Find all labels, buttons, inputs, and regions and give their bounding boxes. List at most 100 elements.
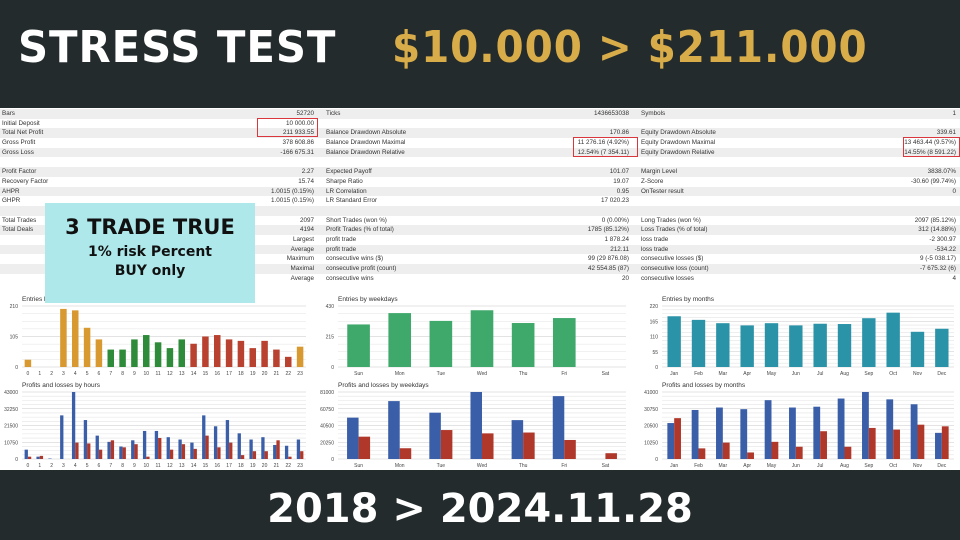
y-tick-label: 110 [650,335,658,341]
stat-value: 15.74 [298,177,314,185]
bar [122,447,126,459]
stat-value: Average [290,245,314,253]
bar [249,348,257,367]
stat-label: loss trade [641,235,669,243]
bar [764,400,772,459]
highlight-box-balance-drawdown [573,137,638,157]
stat-value: 0.95 [616,187,629,195]
bar [837,324,852,367]
x-tick-label: Fri [561,371,567,377]
bar [358,436,371,459]
stat-value: 101.07 [609,168,629,176]
bar [844,446,852,459]
bar [862,318,876,367]
bar [39,455,44,459]
bar [237,340,245,367]
stat-label: Z-Score [641,177,664,185]
x-tick-label: 21 [274,371,280,377]
x-tick-label: 4 [74,463,77,469]
stat-label: OnTester result [641,187,684,195]
stat-label [0,157,255,167]
x-tick-label: 14 [191,371,197,377]
bar [722,442,730,459]
bar [917,424,925,459]
x-tick-label: 12 [167,463,173,469]
stat-label: Short Trades (won %) [326,216,387,224]
stats-row: Initial Deposit 10 000.00 [0,119,960,129]
y-tick-label: 215 [326,335,335,341]
bar [107,441,111,459]
bar [886,312,900,367]
x-tick-label: Feb [694,463,703,469]
stat-label: Profit Factor [2,168,37,176]
x-tick-label: 10 [143,371,149,377]
x-tick-label: 22 [285,371,291,377]
bar [552,396,565,459]
bar [789,325,803,367]
y-tick-label: 21500 [4,424,18,430]
bar [142,430,147,459]
stat-label: consecutive losses ($) [641,255,704,263]
bar [837,398,845,459]
bar [75,442,79,459]
bar [740,409,748,459]
strategy-note: 3 TRADE TRUE 1% risk Percent BUY only [45,203,255,303]
bar [193,448,197,459]
x-tick-label: Fri [561,463,567,469]
stat-value: -166 675.31 [280,148,314,156]
y-tick-label: 43000 [4,390,18,396]
x-tick-label: 19 [250,463,256,469]
bar [273,349,280,367]
backtest-report: Bars 52720 Ticks 1436653038 Symbols 1 Initial … [0,108,960,470]
stat-label [633,157,818,167]
bar [87,443,91,459]
bar [240,455,245,459]
x-tick-label: 17 [226,371,232,377]
stats-row: Total Trades 2097 Short Trades (won %) 0 (0… [0,216,960,226]
bar [98,449,103,459]
bar [166,348,174,367]
x-tick-label: Feb [694,371,703,377]
x-tick-label: Tue [437,463,446,469]
stat-value: Largest [292,235,314,243]
bar [27,456,32,459]
stat-value [818,196,960,206]
x-tick-label: 0 [27,371,30,377]
x-tick-label: Oct [889,463,897,469]
stats-row: Total Net Profit 211 933.55 Balance Drawdo… [0,128,960,139]
bar [388,313,412,367]
stat-value [818,206,960,216]
bar [482,433,494,459]
stat-value [255,157,318,167]
bar [667,316,681,367]
bar [862,392,869,459]
bar [296,439,301,459]
stat-value: 0 (0.00%) [601,216,629,224]
stat-value [503,119,633,129]
x-tick-label: 22 [285,463,291,469]
chart-5: Profits and losses by months 0 10250 20500 3… [644,382,954,469]
stat-label: AHPR [2,187,20,195]
y-tick-label: 430 [326,304,335,310]
chart-1: Profits and losses by hours0107502150032… [4,382,306,469]
x-tick-label: 2 [50,371,53,377]
x-tick-label: Wed [477,463,487,469]
stat-value: 170.86 [609,129,629,137]
y-tick-label: 0 [15,457,18,463]
stat-value [503,206,633,216]
x-tick-label: 20 [262,463,268,469]
bar [146,456,150,459]
bar [252,451,257,459]
x-tick-label: Thu [519,463,528,469]
bar [264,451,268,459]
chart-2: Entries by weekdays 0 215 430 Sun Mon Tue Wed Th… [326,296,626,377]
highlight-box-equity-drawdown [903,137,960,157]
x-tick-label: 7 [109,371,112,377]
bar [564,439,576,459]
bar [511,323,535,367]
stats-row [0,157,960,167]
stat-label: Bars [2,110,15,117]
x-tick-label: 10 [143,463,149,469]
bar [440,430,453,459]
x-tick-label: 9 [133,463,136,469]
